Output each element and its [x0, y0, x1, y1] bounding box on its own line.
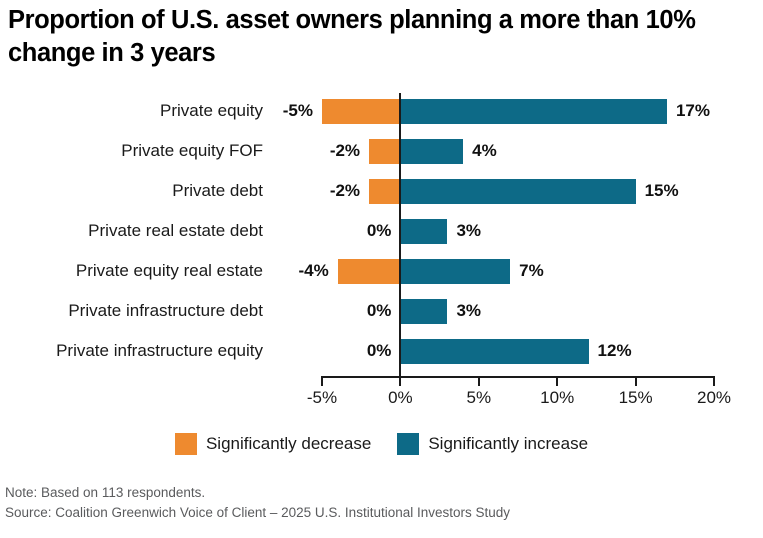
category-label: Private equity FOF [121, 141, 263, 160]
decrease-value-label: 0% [366, 341, 392, 360]
increase-value-label: 7% [519, 261, 544, 280]
decrease-value-label: -2% [329, 141, 361, 160]
category-label: Private equity [160, 101, 263, 120]
x-axis-tick [321, 376, 323, 386]
increase-bar [400, 258, 511, 284]
legend-item-decrease: Significantly decrease [174, 433, 372, 455]
legend-item-increase: Significantly increase [397, 433, 588, 455]
zero-axis-line [399, 93, 402, 378]
x-axis-tick-label: 0% [388, 388, 413, 407]
category-label: Private infrastructure debt [68, 301, 263, 320]
legend: Significantly decrease Significantly inc… [0, 433, 763, 455]
x-axis-tick [477, 376, 480, 386]
x-axis-tick [713, 376, 715, 386]
x-axis-tick [556, 376, 559, 386]
x-axis-tick-label: 15% [618, 388, 653, 407]
category-label: Private real estate debt [88, 221, 263, 240]
x-axis-tick [634, 376, 637, 386]
x-axis-tick-label: 20% [696, 388, 732, 407]
x-axis-tick-label: 5% [466, 388, 492, 407]
x-axis-line [321, 376, 715, 378]
decrease-value-label: 0% [366, 221, 392, 240]
category-label: Private equity real estate [75, 261, 263, 280]
footer: Note: Based on 113 respondents. Source: … [5, 483, 510, 524]
decrease-bar [369, 178, 401, 204]
legend-swatch-increase-icon [397, 433, 420, 455]
source-text: Source: Coalition Greenwich Voice of Cli… [5, 505, 511, 521]
x-axis-tick-label: 10% [540, 388, 575, 407]
decrease-value-label: 0% [366, 301, 392, 320]
increase-value-label: 12% [597, 341, 632, 360]
increase-bar [400, 338, 589, 364]
legend-label-increase: Significantly increase [428, 434, 589, 453]
legend-label-decrease: Significantly decrease [205, 434, 372, 453]
x-axis-tick-label: -5% [306, 388, 338, 407]
decrease-value-label: -2% [329, 181, 361, 200]
decrease-value-label: -5% [282, 101, 313, 120]
x-axis-tick [399, 376, 402, 386]
increase-bar [400, 218, 448, 244]
decrease-bar [337, 258, 401, 284]
legend-swatch-decrease-icon [174, 433, 197, 455]
note-text: Note: Based on 113 respondents. [5, 485, 206, 500]
increase-value-label: 17% [675, 101, 710, 120]
decrease-value-label: -4% [298, 261, 329, 280]
decrease-bar [322, 98, 401, 124]
increase-bar [400, 178, 636, 204]
increase-value-label: 3% [456, 301, 482, 320]
category-label: Private debt [172, 181, 263, 200]
increase-bar [400, 138, 464, 164]
increase-value-label: 3% [456, 221, 482, 240]
category-label: Private infrastructure equity [56, 341, 263, 360]
increase-value-label: 4% [472, 141, 497, 160]
increase-bar [400, 298, 448, 324]
decrease-bar [369, 138, 401, 164]
increase-bar [400, 98, 667, 124]
chart-title: Proportion of U.S. asset owners planning… [8, 6, 696, 68]
increase-value-label: 15% [644, 181, 679, 200]
